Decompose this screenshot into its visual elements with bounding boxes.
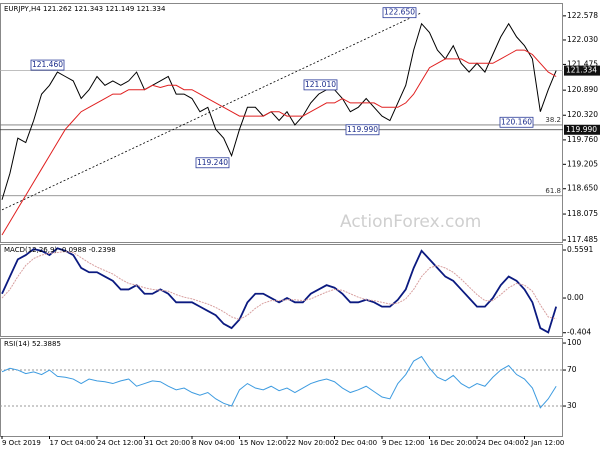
y-tick-label: 119.205 [567, 159, 598, 168]
panel-title: RSI(14) 52.3885 [4, 340, 61, 348]
y-tick-label: -0.404 [567, 328, 591, 337]
series-line [1, 251, 557, 321]
y-tick-label: 122.578 [567, 11, 598, 20]
watermark: ActionForex.com [340, 212, 481, 232]
y-tick-label: 118.650 [567, 184, 598, 193]
series-line [1, 49, 557, 236]
trendline [1, 12, 422, 211]
series-line [1, 22, 557, 200]
y-tick-label: 0.00 [567, 293, 584, 302]
level-box [564, 124, 600, 135]
y-tick-label: 0.5591 [567, 245, 593, 254]
annotation-box [195, 157, 230, 169]
panel-title: EURJPY,H4 121.262 121.343 121.149 121.33… [4, 5, 166, 13]
series-line [1, 247, 558, 334]
panel-frame [0, 3, 563, 243]
annotation-box [382, 7, 417, 19]
panel-title: MACD(12,26,9) -0.0988 -0.2398 [4, 246, 116, 254]
x-tick-label: 22 Nov 20:00 [287, 439, 334, 447]
x-tick-label: 16 Dec 20:00 [430, 439, 477, 447]
y-tick-label: 117.485 [567, 235, 598, 244]
x-tick-label: 31 Oct 20:00 [145, 439, 191, 447]
panel-frame [0, 244, 563, 337]
annotation-label: 119.990 [347, 125, 378, 134]
x-tick-label: 24 Dec 04:00 [477, 439, 524, 447]
y-tick-label: 122.030 [567, 35, 598, 44]
fib-label: 61.8 [545, 187, 561, 195]
x-tick-label: 15 Nov 12:00 [240, 439, 287, 447]
y-tick-label: 70 [567, 365, 577, 374]
x-tick-label: 24 Oct 12:00 [97, 439, 143, 447]
x-tick-label: 17 Oct 04:00 [50, 439, 96, 447]
annotation-label: 121.460 [32, 60, 63, 69]
x-tick-label: 2 Jan 12:00 [525, 439, 565, 447]
y-tick-label: 100 [567, 338, 582, 347]
y-tick-label: 118.075 [567, 209, 598, 218]
x-tick-label: 9 Dec 12:00 [382, 439, 425, 447]
y-tick-label: 119.760 [567, 135, 598, 144]
annotation-box [303, 79, 338, 91]
series-line [1, 355, 557, 409]
y-tick-label: 30 [567, 401, 577, 410]
level-box [564, 65, 600, 76]
level-label: 121.334 [566, 66, 597, 75]
annotation-label: 120.160 [501, 117, 532, 126]
fib-label: 38.2 [545, 116, 561, 124]
panel-frame [0, 338, 563, 437]
y-tick-label: 120.320 [567, 110, 598, 119]
x-tick-label: 9 Oct 2019 [2, 439, 41, 447]
annotation-label: 122.650 [384, 8, 415, 17]
annotation-box [499, 116, 534, 128]
x-tick-label: 8 Nov 04:00 [192, 439, 235, 447]
y-tick-label: 120.890 [567, 85, 598, 94]
annotation-box [30, 59, 65, 71]
level-label: 119.990 [566, 125, 597, 134]
annotation-label: 119.240 [197, 158, 228, 167]
annotation-label: 121.010 [305, 80, 336, 89]
y-tick-label: 121.475 [567, 59, 598, 68]
annotation-box [345, 124, 380, 136]
x-tick-label: 2 Dec 04:00 [335, 439, 378, 447]
